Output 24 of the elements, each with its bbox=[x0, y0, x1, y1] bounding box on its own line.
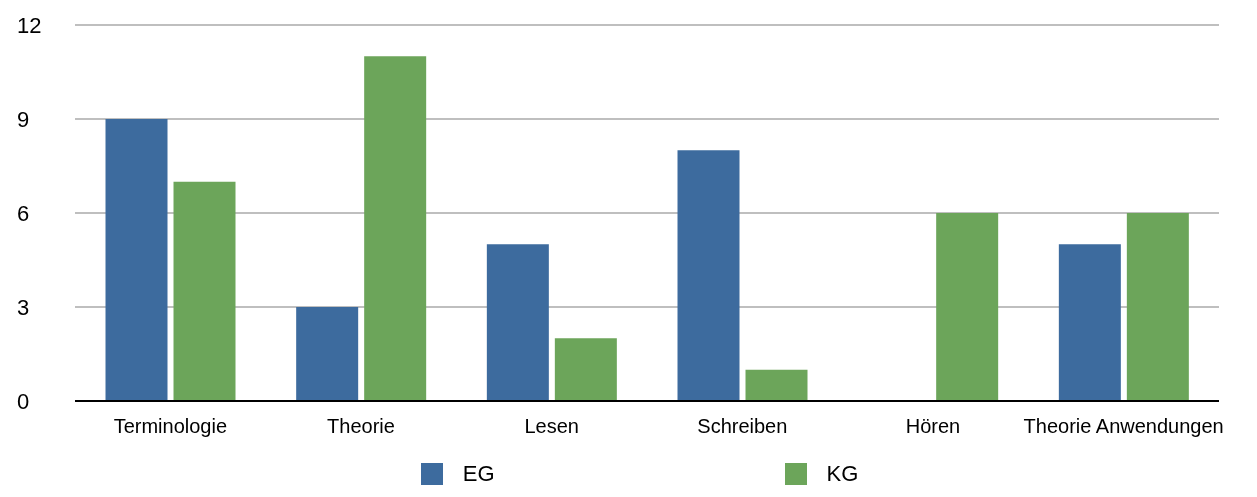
bar bbox=[1058, 244, 1121, 401]
y-tick-label: 3 bbox=[17, 294, 30, 320]
x-tick-label: Schreiben bbox=[697, 415, 788, 438]
bar bbox=[173, 181, 236, 401]
bar bbox=[364, 56, 427, 401]
bar bbox=[296, 307, 359, 401]
x-tick-label: Theorie Anwendungen bbox=[1023, 415, 1224, 438]
x-tick-label: Lesen bbox=[524, 415, 579, 438]
bar bbox=[936, 213, 999, 401]
bar bbox=[745, 369, 808, 401]
y-tick-label: 12 bbox=[17, 12, 42, 38]
bar bbox=[1126, 213, 1189, 401]
legend-label: EG bbox=[462, 461, 495, 487]
legend-label: KG bbox=[826, 461, 859, 487]
bar bbox=[486, 244, 549, 401]
x-tick-label: Hören bbox=[905, 415, 961, 438]
x-tick-label: Terminologie bbox=[113, 415, 228, 438]
bar bbox=[677, 150, 740, 401]
bar bbox=[554, 338, 617, 401]
y-tick-label: 6 bbox=[17, 200, 30, 226]
x-tick-label: Theorie bbox=[327, 415, 395, 438]
y-tick-label: 0 bbox=[17, 388, 30, 414]
bar bbox=[105, 119, 168, 401]
y-tick-label: 9 bbox=[17, 106, 30, 132]
